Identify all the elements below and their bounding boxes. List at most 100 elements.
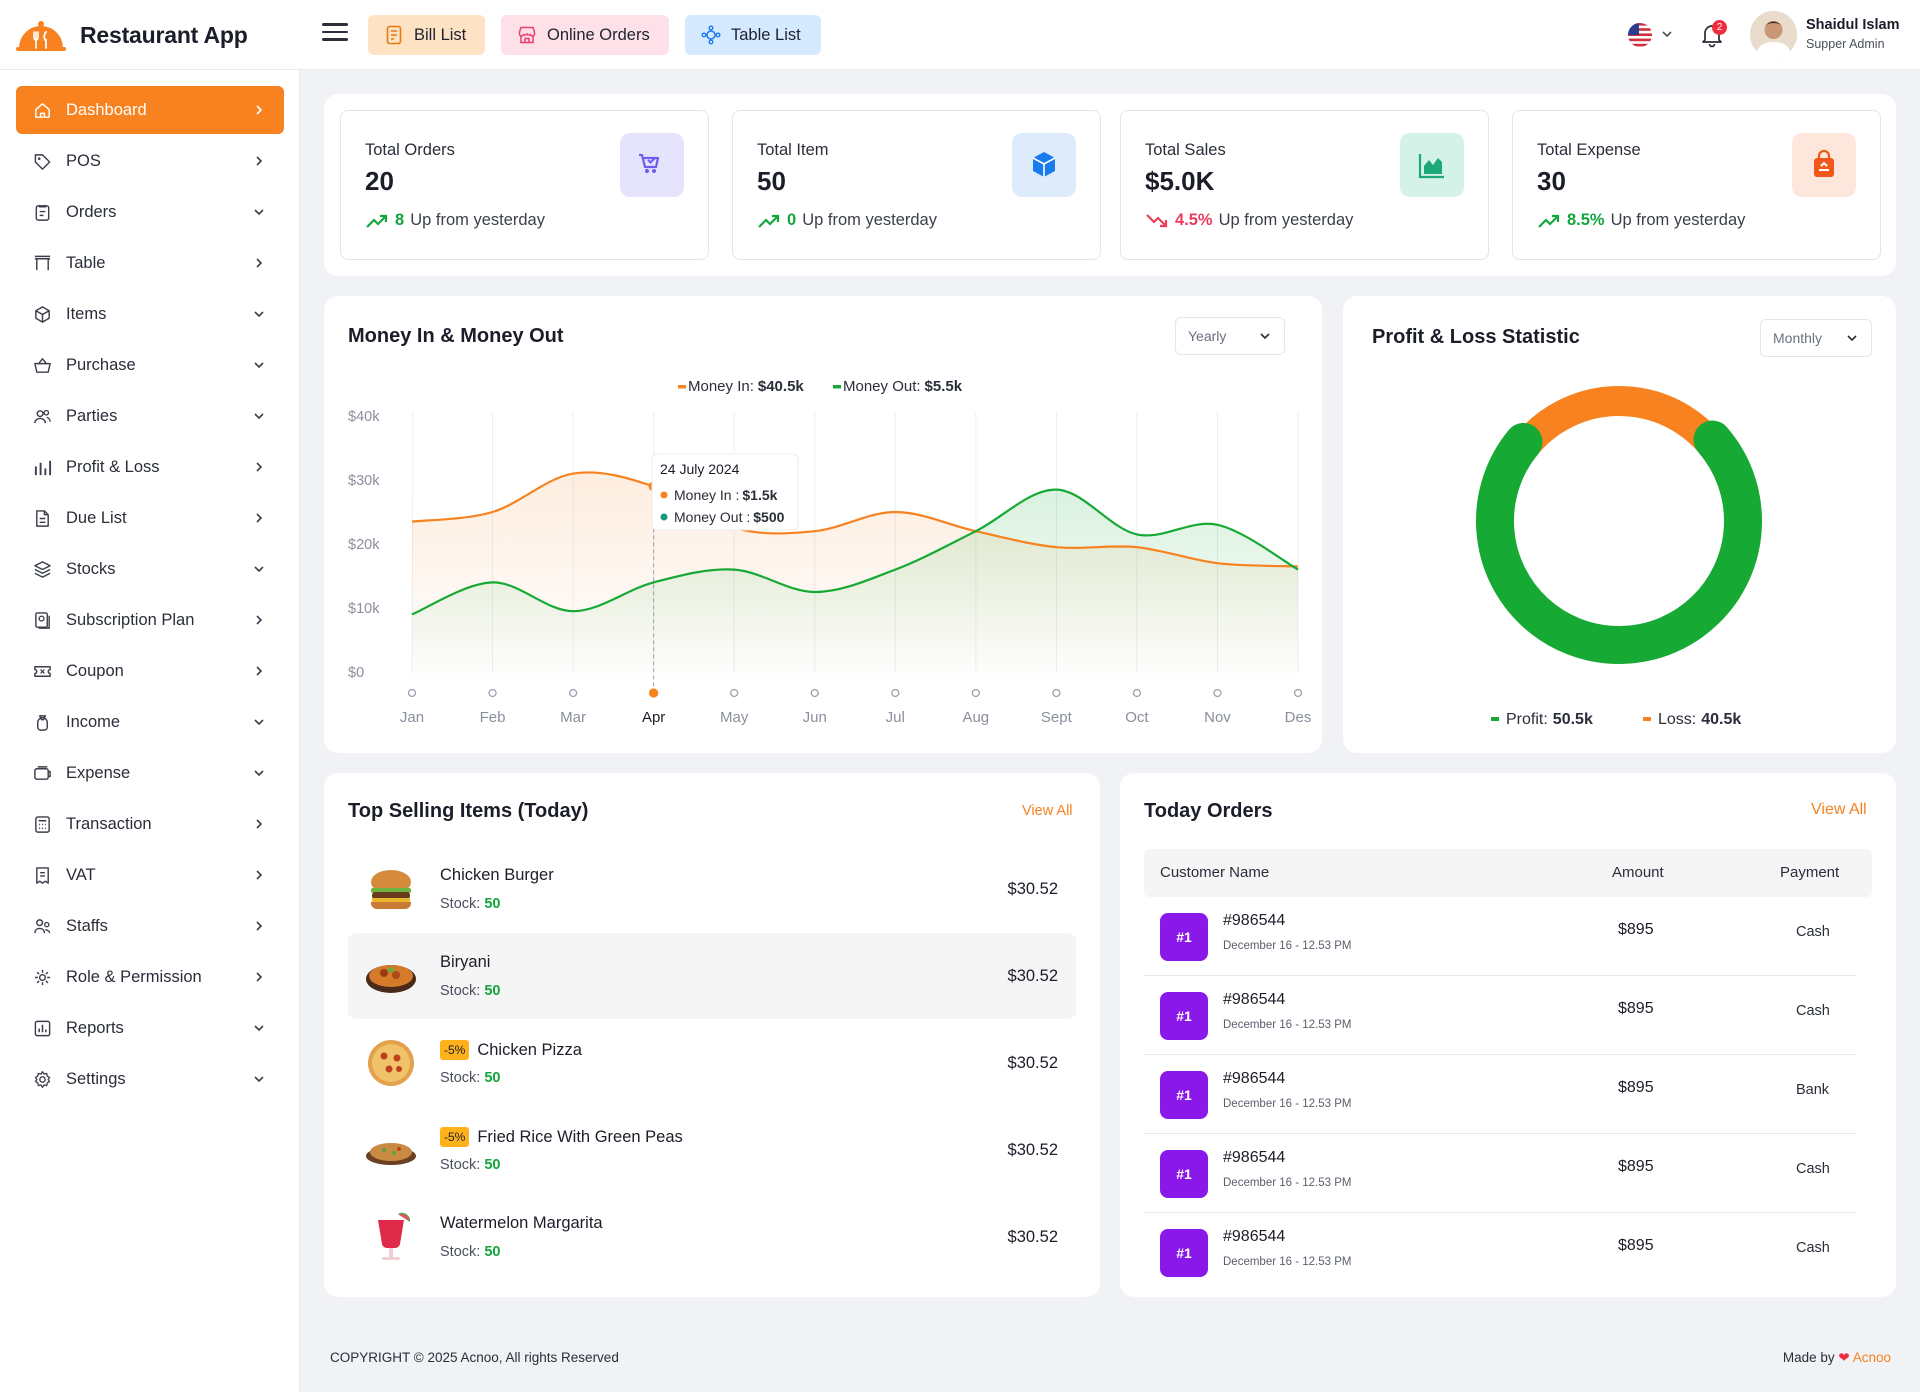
y-tick-label: $10k — [348, 601, 380, 617]
footer-copyright: COPYRIGHT © 2025 Acnoo, All rights Reser… — [330, 1350, 619, 1365]
box-icon — [32, 304, 52, 324]
order-id: #986544 — [1223, 912, 1286, 929]
table-row[interactable]: #1 #986544 December 16 - 12.53 PM $895 Cash — [1144, 1213, 1856, 1292]
money-chart-period-select[interactable]: Yearly — [1175, 317, 1285, 355]
list-item[interactable]: -5% Fried Rice With Green Peas Stock: 50 $3… — [348, 1107, 1076, 1193]
order-date: December 16 - 12.53 PM — [1223, 940, 1352, 952]
sidebar-item-pos[interactable]: POS — [16, 137, 284, 185]
sidebar-item-label: Income — [66, 712, 121, 731]
sidebar-item-label: Purchase — [66, 355, 136, 374]
item-price: $30.52 — [1007, 1054, 1058, 1072]
stat-trend: 4.5% Up from yesterday — [1145, 211, 1353, 230]
y-tick-label: $20k — [348, 537, 380, 553]
stat-card-total-sales: Total Sales $5.0K 4.5% Up from yesterday — [1120, 110, 1489, 260]
tag-icon — [32, 151, 52, 171]
subscription-icon — [32, 610, 52, 630]
order-badge: #1 — [1160, 1071, 1208, 1119]
cart-icon — [620, 133, 684, 197]
sidebar-item-label: Parties — [66, 406, 118, 425]
stat-value: 50 — [757, 166, 786, 196]
loss-legend-swatch — [1643, 717, 1651, 721]
order-badge: #1 — [1160, 1229, 1208, 1277]
chevron-down-icon — [254, 1025, 264, 1032]
money-bag-icon — [32, 712, 52, 732]
top-selling-view-all-link[interactable]: View All — [1022, 803, 1073, 819]
table-row[interactable]: #1 #986544 December 16 - 12.53 PM $895 Cash — [1144, 976, 1856, 1055]
app-logo[interactable]: Restaurant App — [16, 16, 248, 54]
online-orders-button[interactable]: Online Orders — [501, 15, 669, 55]
sidebar-item-income[interactable]: Income — [16, 698, 284, 746]
sidebar-item-table[interactable]: Table — [16, 239, 284, 287]
sidebar-item-vat[interactable]: VAT — [16, 851, 284, 899]
sidebar-item-parties[interactable]: Parties — [16, 392, 284, 440]
loss-legend: Loss: 40.5k — [1658, 711, 1741, 728]
sidebar-item-orders[interactable]: Orders — [16, 188, 284, 236]
y-tick-label: $40k — [348, 409, 380, 425]
table-row[interactable]: #1 #986544 December 16 - 12.53 PM $895 Bank — [1144, 1055, 1856, 1134]
us-flag-icon[interactable] — [1628, 23, 1652, 47]
order-amount: $895 — [1618, 1237, 1654, 1254]
menu-toggle-icon[interactable] — [322, 23, 348, 45]
language-chevron-down-icon[interactable] — [1660, 27, 1674, 41]
trend-up-icon — [366, 214, 388, 228]
bill-list-button[interactable]: Bill List — [368, 15, 485, 55]
sidebar-item-reports[interactable]: Reports — [16, 1004, 284, 1052]
stock-label: Stock: — [440, 1157, 481, 1173]
chevron-right-icon — [256, 258, 263, 268]
x-axis-marker — [891, 688, 900, 698]
y-tick-label: $30k — [348, 473, 380, 489]
sidebar-item-subscription-plan[interactable]: Subscription Plan — [16, 596, 284, 644]
drink-icon — [378, 1212, 411, 1260]
today-orders-view-all-link[interactable]: View All — [1811, 801, 1867, 818]
tooltip-in-dot — [660, 491, 668, 499]
sidebar-item-items[interactable]: Items — [16, 290, 284, 338]
item-price: $30.52 — [1007, 1141, 1058, 1159]
profit-loss-period-value: Monthly — [1773, 330, 1823, 346]
table-row[interactable]: #1 #986544 December 16 - 12.53 PM $895 Cash — [1144, 1134, 1856, 1213]
sidebar-item-settings[interactable]: Settings — [16, 1055, 284, 1103]
orders-table-header: Customer Name Amount Payment — [1144, 849, 1872, 897]
sidebar-item-role-permission[interactable]: Role & Permission — [16, 953, 284, 1001]
legend-swatch — [833, 385, 841, 389]
sidebar-item-stocks[interactable]: Stocks — [16, 545, 284, 593]
series-area-money-out — [412, 489, 1298, 682]
stock-value: 50 — [484, 1244, 501, 1260]
chart-icon — [32, 457, 52, 477]
chevron-right-icon — [256, 921, 263, 931]
list-item[interactable]: -5% Chicken Pizza Stock: 50 $30.52 — [348, 1020, 1076, 1106]
table-list-button[interactable]: Table List — [685, 15, 821, 55]
avatar[interactable] — [1750, 11, 1797, 58]
sidebar-item-transaction[interactable]: Transaction — [16, 800, 284, 848]
sidebar-item-label: Subscription Plan — [66, 610, 195, 629]
list-item[interactable]: Watermelon Margarita Stock: 50 $30.52 — [348, 1194, 1076, 1280]
chevron-right-icon — [256, 513, 263, 523]
chevron-down-icon — [254, 413, 264, 420]
footer-brand-link[interactable]: Acnoo — [1852, 1350, 1891, 1365]
list-item[interactable]: Biryani Stock: 50 $30.52 — [348, 933, 1076, 1019]
sidebar-item-label: Staffs — [66, 916, 108, 935]
item-price: $30.52 — [1007, 1228, 1058, 1246]
stat-trend-text: Up from yesterday — [802, 211, 937, 229]
list-item[interactable]: Chicken Burger Stock: 50 $30.52 — [348, 846, 1076, 932]
table-list-icon — [701, 25, 721, 45]
gear-icon — [32, 1069, 52, 1089]
table-row[interactable]: #1 #986544 December 16 - 12.53 PM $895 Cash — [1144, 897, 1856, 976]
x-tick-label: May — [720, 709, 749, 726]
sidebar-item-dashboard[interactable]: Dashboard — [16, 86, 284, 134]
trend-down-icon — [1146, 213, 1168, 227]
sidebar-item-purchase[interactable]: Purchase — [16, 341, 284, 389]
order-id: #986544 — [1223, 1070, 1286, 1087]
sidebar-item-label: POS — [66, 151, 101, 170]
chevron-down-icon — [254, 209, 264, 216]
series-line-money-in — [411, 471, 1299, 568]
sidebar-item-expense[interactable]: Expense — [16, 749, 284, 797]
sidebar-item-staffs[interactable]: Staffs — [16, 902, 284, 950]
bill-icon — [386, 25, 402, 45]
sidebar-item-coupon[interactable]: Coupon — [16, 647, 284, 695]
order-amount: $895 — [1618, 921, 1654, 938]
profit-loss-period-select[interactable]: Monthly — [1760, 319, 1872, 357]
sidebar-item-profit-loss[interactable]: Profit & Loss — [16, 443, 284, 491]
sidebar-item-due-list[interactable]: Due List — [16, 494, 284, 542]
layers-icon — [32, 559, 52, 579]
stat-trend: 8.5% Up from yesterday — [1537, 211, 1745, 230]
